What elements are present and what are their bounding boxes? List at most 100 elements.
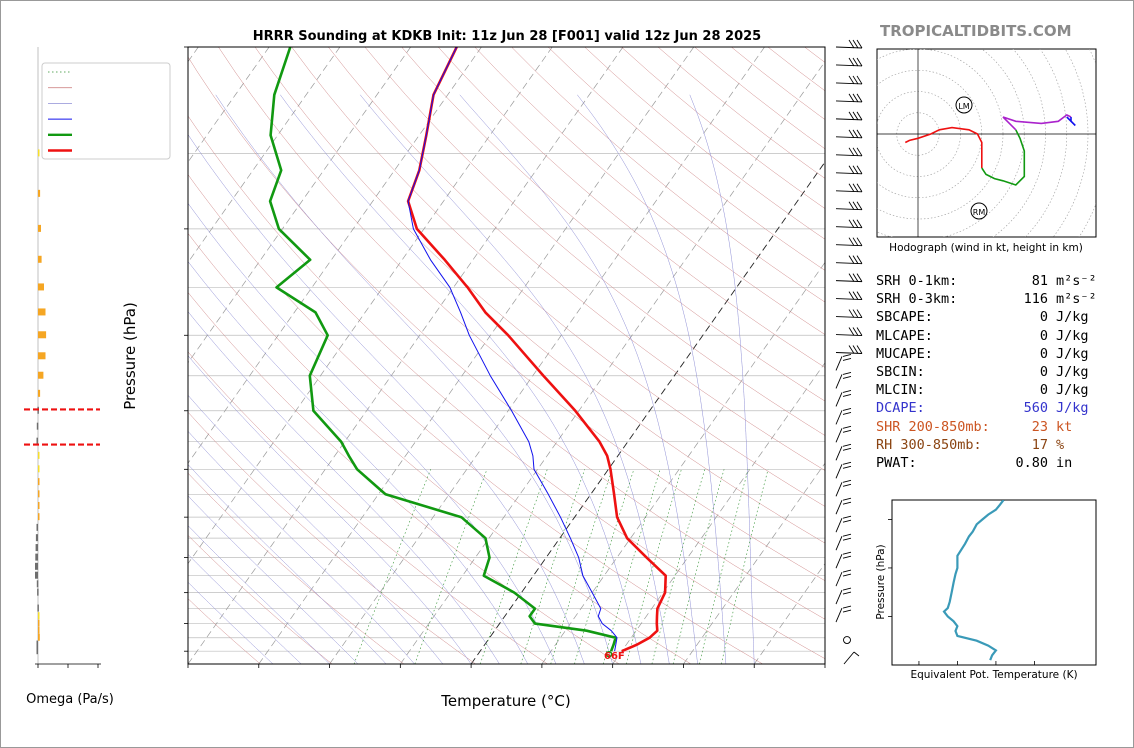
wind-barb-flag: [842, 354, 852, 357]
mixing-ratio-line: [721, 469, 769, 664]
wind-barb-flag: [842, 533, 852, 537]
wind-barb-flag: [842, 429, 852, 433]
mixing-ratio-line: [574, 469, 635, 664]
moist-adiabat: [689, 94, 755, 664]
dry-adiabat: [364, 47, 825, 436]
wind-barb: [835, 389, 852, 407]
omega-bar: [35, 553, 38, 561]
omega-bar: [38, 308, 46, 316]
wind-barb-flag: [856, 345, 863, 354]
omega-bar: [38, 189, 41, 197]
wind-barb-flag: [852, 57, 859, 67]
wind-barb-flag: [842, 537, 852, 541]
wind-barb-shaft: [835, 392, 843, 407]
omega-bar: [35, 544, 38, 552]
wind-barb: [835, 443, 852, 461]
param-label: SRH 0-3km:: [876, 291, 958, 308]
moist-adiabat: [360, 94, 670, 664]
wind-barb-flag: [842, 447, 852, 451]
theta-e-x-label: Equivalent Pot. Temperature (K): [910, 669, 1077, 681]
param-row: DCAPE: 560 J/kg: [876, 399, 1097, 417]
dry-adiabat: [188, 174, 763, 664]
series-temperature-line: [406, 47, 667, 653]
wind-barb-flag: [842, 497, 852, 501]
param-value: 17: [1031, 436, 1048, 453]
wind-barb-flag: [842, 551, 852, 555]
theta-e-profile: [942, 500, 1005, 661]
param-row: SBCIN: 0 J/kg: [876, 363, 1097, 381]
param-label: SRH 0-1km:: [876, 273, 958, 289]
omega-bar: [38, 612, 40, 620]
omega-bar: [38, 626, 40, 634]
dry-adiabat: [438, 47, 825, 368]
wind-barb: [835, 237, 863, 247]
x-axis-label: Temperature (°C): [440, 692, 570, 710]
param-value: 0: [1039, 327, 1048, 344]
wind-barb-flag: [842, 376, 852, 379]
mixing-ratio-line: [602, 469, 661, 664]
calm-wind-marker: [843, 636, 851, 644]
wind-barb-shaft: [835, 500, 843, 515]
omega-bar: [35, 534, 38, 542]
wind-barb-flag: [842, 501, 852, 505]
param-unit: m²s⁻²: [1056, 273, 1097, 289]
moist-adiabat: [459, 94, 698, 664]
wind-barb-flag: [852, 39, 859, 49]
moist-adiabat: [188, 464, 387, 664]
wind-barb: [835, 327, 863, 336]
param-label: SHR 200-850mb:: [876, 418, 990, 435]
param-value: 0: [1039, 309, 1048, 326]
isotherm-line: [612, 362, 825, 664]
wind-barb: [835, 587, 852, 605]
mixing-ratio-line: [353, 469, 432, 664]
wind-barb-flag: [848, 39, 855, 49]
hodograph-trace: [981, 129, 1026, 186]
omega-bar: [38, 619, 40, 627]
wind-barb-flag: [852, 111, 859, 121]
wind-barb: [835, 39, 863, 49]
wind-barb-shaft: [835, 571, 843, 587]
wind-barb-flag: [852, 147, 859, 157]
param-unit: J/kg: [1056, 363, 1089, 380]
dry-adiabat: [328, 47, 825, 471]
omega-bar: [37, 604, 39, 612]
wind-barb-flag: [848, 327, 855, 336]
wind-barb-shaft: [835, 589, 843, 605]
wind-barb-flag: [842, 389, 852, 393]
wind-barb-flag: [848, 255, 855, 264]
omega-bar: [38, 331, 47, 339]
wind-barb-flag: [848, 345, 855, 354]
dry-adiabat: [188, 232, 692, 664]
wind-barb-flag: [856, 183, 863, 193]
param-value: 116: [1023, 291, 1048, 308]
wind-barb: [835, 219, 863, 229]
wind-barb: [835, 75, 863, 85]
wind-barb-shaft: [835, 535, 843, 551]
wind-barb-flag: [848, 183, 855, 193]
wind-barb-flag: [842, 372, 852, 375]
wind-barb-flag: [856, 273, 863, 282]
wind-barb-shaft: [835, 428, 843, 443]
wind-barb-flag: [842, 515, 852, 519]
wind-barb-flag: [848, 93, 855, 103]
param-unit: J/kg: [1056, 400, 1089, 417]
wind-barb: [835, 291, 863, 301]
wind-barb: [843, 636, 851, 644]
isotherm-line: [258, 47, 695, 664]
param-value: 560: [1023, 400, 1048, 417]
param-value: 23: [1031, 418, 1048, 435]
wind-barb-shaft: [843, 651, 860, 665]
wind-barb-shaft: [835, 464, 843, 479]
moist-adiabat: [188, 311, 500, 664]
moist-adiabat: [280, 94, 642, 664]
wind-barb-flag: [848, 111, 855, 121]
wind-barb-flag: [852, 327, 859, 336]
moist-adiabat: [188, 581, 274, 664]
hodograph-trace: [1066, 116, 1076, 127]
wind-barb-flag: [856, 111, 863, 121]
wind-barb-flag: [856, 57, 863, 67]
wind-barb-flag: [856, 219, 863, 228]
dry-adiabat: [188, 291, 620, 664]
moist-adiabat: [188, 261, 528, 664]
